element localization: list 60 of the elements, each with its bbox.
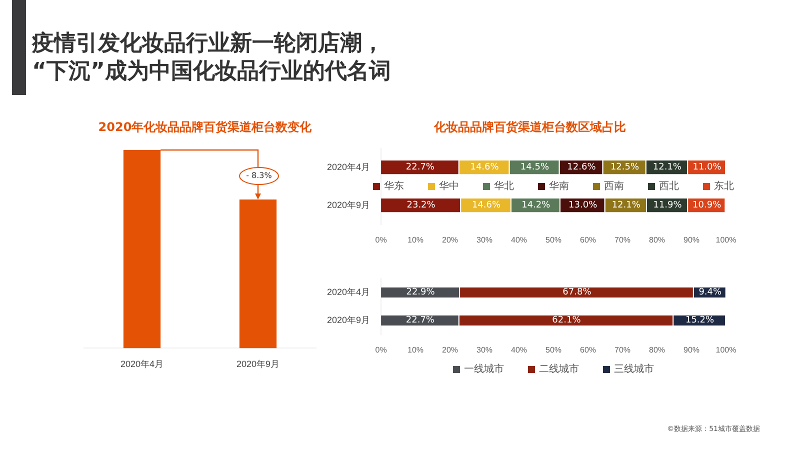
x-tick-label: 40% <box>511 345 528 354</box>
chart-title: 2020年化妆品品牌百货渠道柜台数变化 <box>97 119 313 136</box>
data-label: 10.9% <box>692 200 722 211</box>
legend-label: 一线城市 <box>464 362 504 376</box>
text: 疫情引发化妆品行业新一轮闭店潮， “下沉”成为中国化妆品行业的代名词 <box>32 30 391 86</box>
legend-label: 西南 <box>604 180 624 194</box>
x-tick-label: 100% <box>716 235 736 244</box>
data-label: 22.7% <box>406 162 435 173</box>
x-tick-label: 50% <box>546 345 562 354</box>
data-label: 67.8% <box>562 288 592 298</box>
x-tick-label: 30% <box>476 235 493 244</box>
x-tick-label: 100% <box>716 345 736 354</box>
x-tick-label: 60% <box>580 345 596 354</box>
legend-label: 西北 <box>659 180 679 194</box>
x-tick-label: 90% <box>683 345 700 354</box>
data-label: 23.2% <box>406 200 436 211</box>
x-tick-label: 30% <box>476 345 493 354</box>
data-label: 14.6% <box>470 162 500 173</box>
legend-label: 华北 <box>494 180 514 194</box>
legend-label: 东北 <box>714 180 734 194</box>
y-tick-label: 2020年4月 <box>326 162 370 172</box>
x-tick-label: 40% <box>511 235 528 244</box>
data-label: 11.9% <box>653 200 682 211</box>
annotation: - 8.3% <box>239 166 279 185</box>
data-label: 22.7% <box>406 316 435 326</box>
x-tick-label: 90% <box>683 235 700 244</box>
legend-label: 三线城市 <box>614 362 654 376</box>
data-label: 12.1% <box>612 200 641 211</box>
x-tick-label: 0% <box>375 235 387 244</box>
data-label: 22.9% <box>406 288 436 298</box>
legend-label: 二线城市 <box>539 362 579 376</box>
x-tick-label: 10% <box>408 235 424 244</box>
x-tick-label: 10% <box>408 345 424 354</box>
data-label: 13.0% <box>568 200 598 211</box>
y-tick-label: 2020年9月 <box>326 314 370 325</box>
data-label: 14.6% <box>472 200 501 211</box>
y-tick-label: 2020年9月 <box>326 200 370 210</box>
x-tick-label: 0% <box>375 345 387 354</box>
x-tick-label: 70% <box>614 235 631 244</box>
data-label: 12.6% <box>567 162 596 173</box>
data-label: 14.5% <box>520 162 550 173</box>
legend-label: 华南 <box>549 180 569 194</box>
data-label: 9.4% <box>698 288 722 298</box>
x-tick-label: 20% <box>442 235 458 244</box>
legend-label: 华东 <box>384 180 404 194</box>
y-tick-label: 2020年4月 <box>326 286 370 297</box>
x-tick-label: 60% <box>580 235 596 244</box>
data-label: 11.0% <box>692 162 722 173</box>
data-label: 12.5% <box>610 162 640 173</box>
legend-label: 华中 <box>439 180 459 194</box>
x-tick-label: 70% <box>614 345 631 354</box>
data-label: 15.2% <box>685 316 715 326</box>
x-tick-label: 80% <box>649 345 666 354</box>
x-tick-label: 20% <box>442 345 458 354</box>
x-tick-label: 50% <box>546 235 562 244</box>
chart-title: 化妆品品牌百货渠道柜台数区域占比 <box>432 119 627 136</box>
data-label: 62.1% <box>552 316 582 326</box>
data-label: 12.1% <box>652 162 682 173</box>
data-label: 14.2% <box>522 200 551 211</box>
x-tick-label: 80% <box>649 235 666 244</box>
